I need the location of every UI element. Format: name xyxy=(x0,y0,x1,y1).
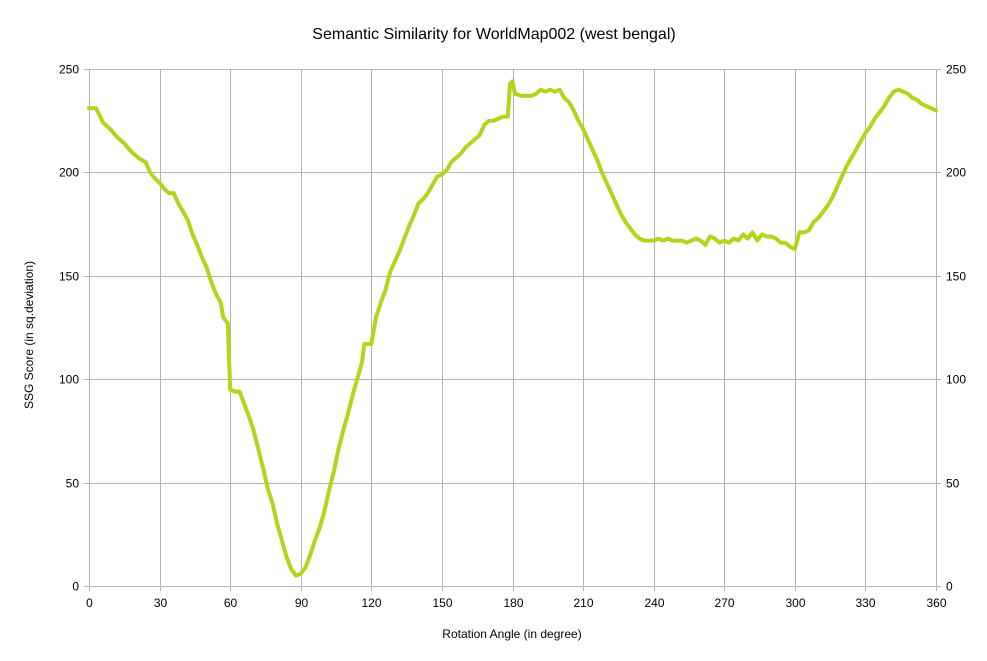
y-tick-label-left: 200 xyxy=(59,166,79,180)
y-axis-label: SSG Score (in sq.deviation) xyxy=(22,261,36,409)
y-tick-label-left: 250 xyxy=(59,63,79,77)
x-tick-label: 330 xyxy=(855,596,875,610)
y-tick-label-right: 150 xyxy=(946,270,966,284)
x-tick-label: 60 xyxy=(224,596,238,610)
y-tick-label-left: 150 xyxy=(59,270,79,284)
y-tick-label-left: 100 xyxy=(59,373,79,387)
x-tick-label: 120 xyxy=(361,596,381,610)
x-tick-label: 210 xyxy=(573,596,593,610)
y-tick-label-right: 0 xyxy=(946,580,953,594)
x-tick-label: 180 xyxy=(503,596,523,610)
y-tick-label-left: 50 xyxy=(66,477,80,491)
x-tick-label: 90 xyxy=(295,596,309,610)
y-tick-label-right: 100 xyxy=(946,373,966,387)
x-tick-label: 300 xyxy=(785,596,805,610)
series-line xyxy=(87,79,938,578)
y-tick-label-right: 250 xyxy=(946,63,966,77)
x-tick-label: 30 xyxy=(154,596,168,610)
x-tick-label: 360 xyxy=(926,596,946,610)
chart-title: Semantic Similarity for WorldMap002 (wes… xyxy=(312,26,675,43)
x-tick-label: 240 xyxy=(644,596,664,610)
x-tick-label: 150 xyxy=(432,596,452,610)
x-tick-label: 270 xyxy=(714,596,734,610)
x-axis-label: Rotation Angle (in degree) xyxy=(442,627,581,641)
y-tick-label-left: 0 xyxy=(72,580,79,594)
y-tick-label-right: 50 xyxy=(946,477,960,491)
x-tick-label: 0 xyxy=(86,596,93,610)
y-tick-label-right: 200 xyxy=(946,166,966,180)
grid-lines xyxy=(89,69,937,587)
series-layer xyxy=(87,79,938,578)
